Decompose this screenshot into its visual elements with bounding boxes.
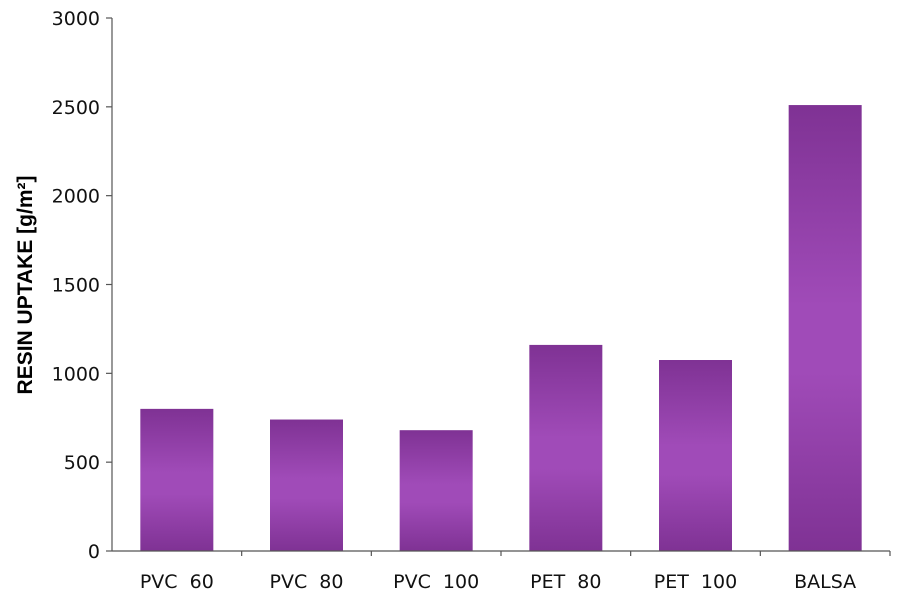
bar <box>270 419 343 551</box>
bar <box>399 430 473 551</box>
y-tick-label: 0 <box>88 541 100 563</box>
y-tick-label: 2000 <box>52 186 100 208</box>
x-tick-label: PET 100 <box>654 571 737 593</box>
y-tick-label: 1500 <box>52 275 100 297</box>
x-tick-label: PVC 60 <box>140 571 214 593</box>
x-tick-label: BALSA <box>794 571 856 593</box>
bar <box>788 105 862 551</box>
x-tick-label: PET 80 <box>530 571 601 593</box>
x-axis-tick-labels: PVC 60 PVC 80 PVC 100 PET 80 PET 100 BALSA <box>140 551 891 593</box>
x-tick-label: PVC 100 <box>393 571 479 593</box>
bar <box>140 408 214 551</box>
y-tick-label: 1000 <box>52 363 100 385</box>
y-tick-label: 500 <box>64 452 100 474</box>
y-axis-ticks: 0 500 1000 1500 2000 2500 3000 <box>52 8 112 563</box>
y-tick-label: 2500 <box>52 97 100 119</box>
y-tick-label: 3000 <box>52 8 100 30</box>
bar <box>659 360 732 551</box>
bar-series <box>140 105 862 551</box>
y-axis-title: RESIN UPTAKE [g/m²] <box>14 176 37 395</box>
x-tick-label: PVC 80 <box>270 571 344 593</box>
bar <box>529 344 603 551</box>
